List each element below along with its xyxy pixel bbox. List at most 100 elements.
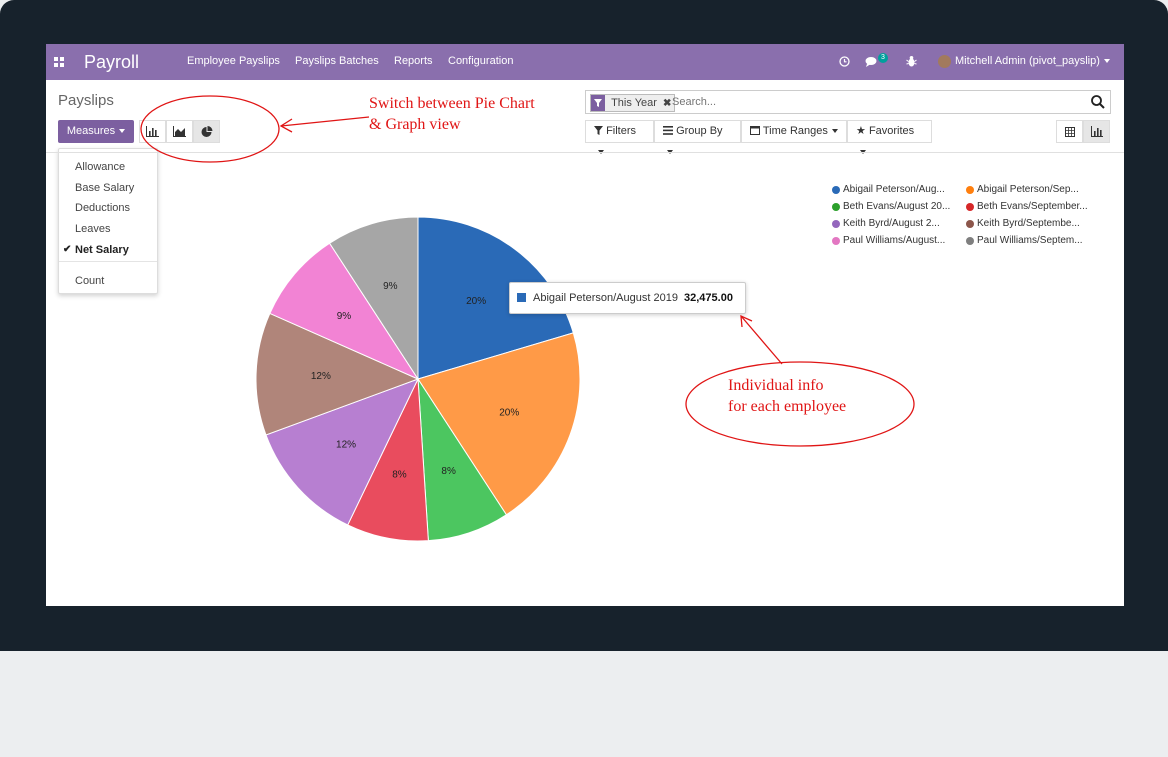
app-screen: Payroll Employee Payslips Payslips Batch…: [46, 44, 1124, 606]
favorites-button[interactable]: ★ Favorites: [847, 120, 932, 155]
measure-allowance-label: Allowance: [75, 161, 126, 173]
measure-count[interactable]: Count: [75, 275, 104, 287]
legend-swatch-3: [966, 203, 974, 211]
chevron-down-icon: [119, 129, 126, 134]
annotation-info-line1: Individual info: [728, 377, 824, 394]
remove-facet-icon[interactable]: ✖: [663, 98, 672, 109]
pie-slice-7[interactable]: [328, 216, 419, 381]
search-input[interactable]: [672, 94, 1072, 110]
user-name: Mitchell Admin (pivot_payslip): [955, 55, 1100, 67]
chart-tooltip: Abigail Peterson/August 2019 32,475.00: [509, 282, 746, 314]
legend-swatch-7: [966, 237, 974, 245]
filter-icon: [591, 95, 605, 111]
legend-swatch-5: [966, 220, 974, 228]
pie-slice-5[interactable]: [255, 312, 420, 436]
measure-base-salary[interactable]: Base Salary: [75, 182, 134, 194]
measure-net-salary[interactable]: ✔ Net Salary: [63, 244, 129, 256]
facet-label: This Year: [611, 97, 657, 109]
filters-label: Filters: [606, 125, 637, 137]
pie-slice-label-4: 12%: [336, 439, 356, 450]
pie-slice-1[interactable]: [417, 332, 581, 516]
annotation-switch-line1: Switch between Pie Chart: [369, 95, 535, 112]
legend-label-3: Beth Evans/September...: [977, 201, 1088, 212]
measures-button[interactable]: Measures: [58, 120, 134, 143]
legend-label-2: Beth Evans/August 20...: [843, 201, 951, 212]
pie-slice-label-7: 9%: [383, 281, 398, 292]
measure-net-salary-label: Net Salary: [75, 244, 129, 256]
pie-slice-label-5: 12%: [311, 371, 331, 382]
chevron-down-icon: [831, 129, 838, 134]
annotation-switch-line2: & Graph view: [369, 116, 461, 133]
annotation-arrow-view-switch: [280, 116, 370, 127]
activity-clock-icon[interactable]: [839, 56, 850, 67]
pie-slice-label-3: 8%: [392, 469, 407, 480]
pie-chart-view-button[interactable]: [193, 120, 220, 143]
legend-swatch-2: [832, 203, 840, 211]
annotation-arrowhead-view-switch: [279, 118, 293, 133]
filters-button[interactable]: Filters: [585, 120, 654, 155]
line-chart-view-button[interactable]: [166, 120, 193, 143]
group-by-button[interactable]: Group By: [654, 120, 741, 155]
tooltip-name: Abigail Peterson/August 2019: [533, 292, 678, 304]
control-panel-divider: [46, 152, 1124, 153]
menu-employee-payslips[interactable]: Employee Payslips: [187, 55, 280, 67]
legend-swatch-1: [966, 186, 974, 194]
legend-label-5: Keith Byrd/Septembe...: [977, 218, 1080, 229]
calendar-icon: [750, 126, 760, 135]
measure-allowance[interactable]: Allowance: [75, 161, 125, 173]
messages-icon[interactable]: [865, 56, 879, 68]
annotation-ellipse-info: [685, 361, 915, 447]
messages-count-badge: 3: [878, 53, 888, 63]
pie-slice-label-6: 9%: [337, 311, 352, 322]
monitor-base: [0, 651, 1168, 757]
tooltip-value: 32,475.00: [684, 292, 733, 304]
filter-icon: [594, 126, 603, 135]
favorites-label: Favorites: [868, 125, 915, 137]
annotation-arrow-info: [740, 315, 783, 365]
area-chart-icon: [173, 126, 186, 137]
bar-chart-icon: [146, 126, 159, 137]
checkmark-icon: ✔: [63, 244, 72, 255]
search-facet-this-year[interactable]: This Year ✖: [590, 94, 676, 112]
time-ranges-button[interactable]: Time Ranges: [741, 120, 847, 143]
pie-slice-6[interactable]: [269, 242, 420, 381]
pie-slice-label-2: 8%: [441, 466, 456, 477]
app-title[interactable]: Payroll: [84, 52, 140, 72]
group-by-label: Group By: [676, 125, 723, 137]
user-avatar[interactable]: [938, 55, 951, 68]
graph-view-button[interactable]: [1083, 120, 1110, 143]
search-bar: This Year ✖: [585, 90, 1111, 114]
measure-deductions-label: Deductions: [75, 202, 131, 214]
annotation-ellipse-view-switch: [140, 95, 280, 163]
top-navbar: Payroll Employee Payslips Payslips Batch…: [46, 44, 1124, 80]
menu-configuration[interactable]: Configuration: [448, 55, 514, 67]
menu-payslips-batches[interactable]: Payslips Batches: [295, 55, 379, 67]
pie-chart: 20% 20% 8% 8% 12% 12% 9% 9%: [255, 216, 581, 542]
search-icon[interactable]: [1090, 94, 1106, 110]
legend-label-4: Keith Byrd/August 2...: [843, 218, 940, 229]
annotation-arrowhead-info: [740, 314, 753, 328]
pie-slice-4[interactable]: [265, 378, 419, 526]
dropdown-divider: [59, 261, 157, 262]
bar-chart-view-button[interactable]: [139, 120, 166, 143]
apps-menu-icon[interactable]: [54, 57, 64, 67]
legend-swatch-0: [832, 186, 840, 194]
measure-base-salary-label: Base Salary: [75, 182, 135, 194]
list-icon: [663, 126, 673, 135]
pie-slice-label-0: 20%: [466, 296, 486, 307]
measure-leaves[interactable]: Leaves: [75, 223, 110, 235]
chevron-down-icon: [1103, 59, 1110, 64]
user-menu[interactable]: Mitchell Admin (pivot_payslip): [955, 55, 1110, 67]
tooltip-swatch: [517, 293, 526, 302]
legend-label-1: Abigail Peterson/Sep...: [977, 184, 1079, 195]
menu-reports[interactable]: Reports: [394, 55, 433, 67]
legend-label-0: Abigail Peterson/Aug...: [843, 184, 945, 195]
measure-leaves-label: Leaves: [75, 223, 111, 235]
measure-deductions[interactable]: Deductions: [75, 202, 130, 214]
debug-bug-icon[interactable]: [906, 55, 917, 68]
page-title: Payslips: [58, 92, 114, 109]
pivot-view-button[interactable]: [1056, 120, 1083, 143]
legend-label-6: Paul Williams/August...: [843, 235, 946, 246]
legend-label-7: Paul Williams/Septem...: [977, 235, 1083, 246]
